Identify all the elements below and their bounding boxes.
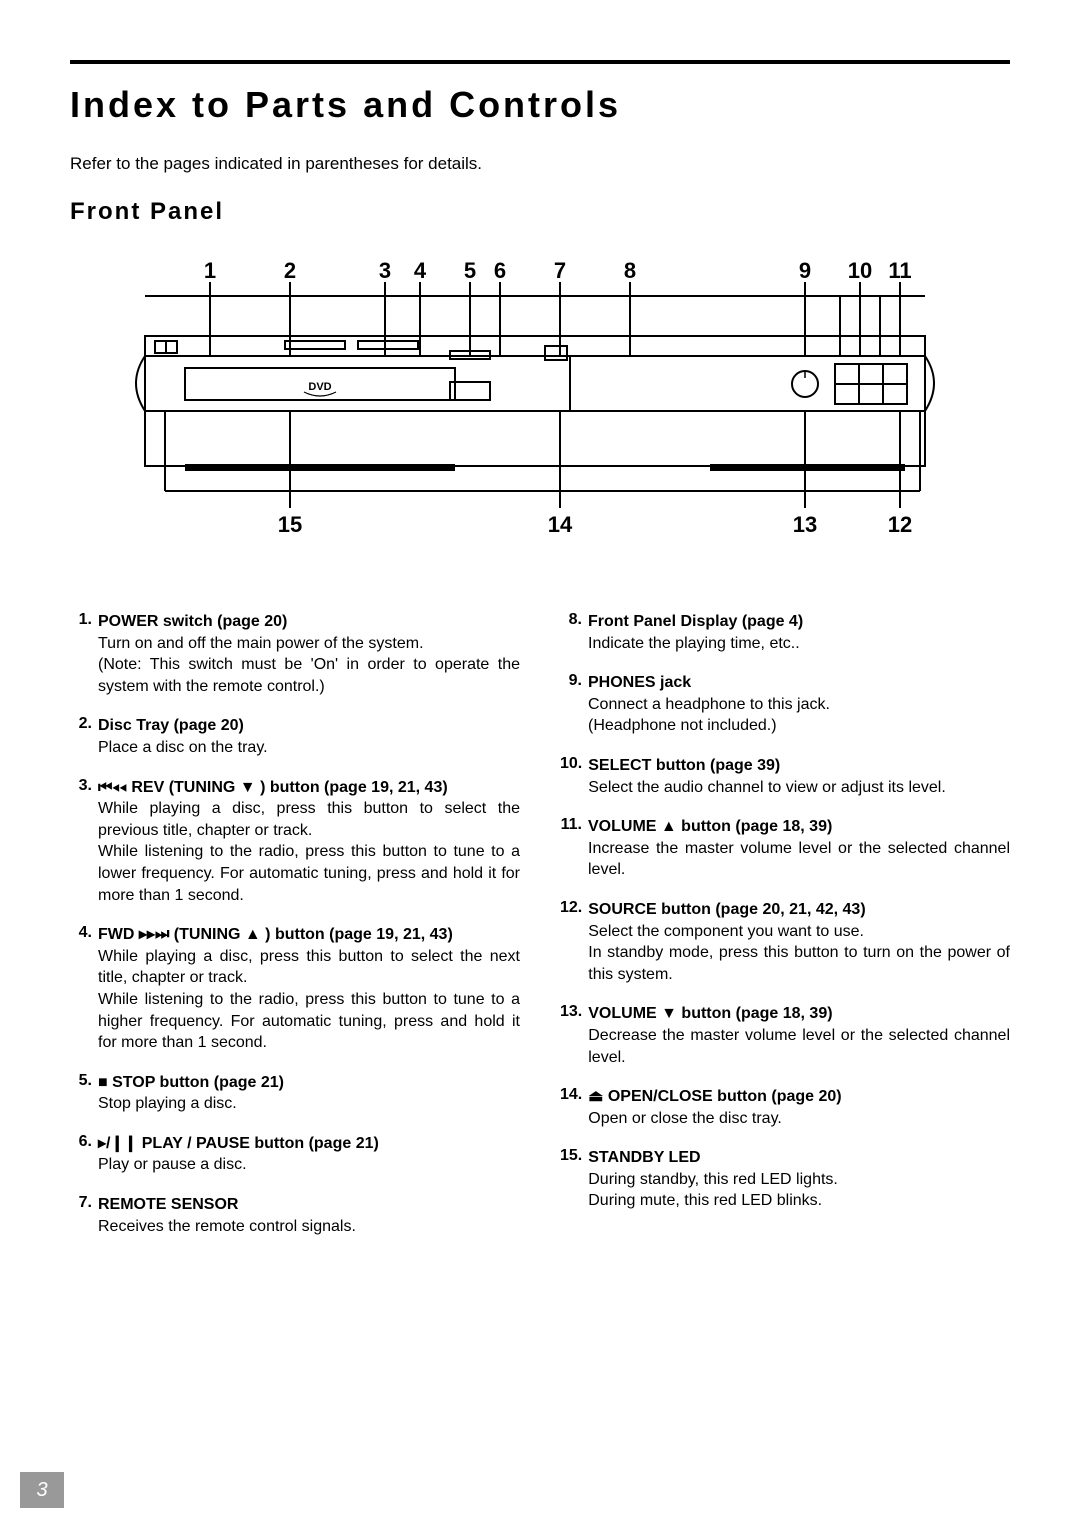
- item-number: 2.: [70, 715, 98, 758]
- svg-text:12: 12: [888, 512, 912, 537]
- list-item: 5.■ STOP button (page 21)Stop playing a …: [70, 1072, 520, 1115]
- item-description: Play or pause a disc.: [98, 1154, 520, 1176]
- item-number: 14.: [560, 1086, 588, 1129]
- item-title: STANDBY LED: [588, 1147, 1010, 1169]
- svg-text:6: 6: [494, 258, 506, 283]
- item-description: During standby, this red LED lights.Duri…: [588, 1169, 1010, 1212]
- item-number: 8.: [560, 611, 588, 654]
- item-number: 15.: [560, 1147, 588, 1212]
- svg-text:2: 2: [284, 258, 296, 283]
- item-number: 10.: [560, 755, 588, 798]
- svg-text:9: 9: [799, 258, 811, 283]
- list-item: 4.FWD ▸▸⏭ (TUNING ▲ ) button (page 19, 2…: [70, 924, 520, 1054]
- item-title: ⏮◂◂ REV (TUNING ▼ ) button (page 19, 21,…: [98, 777, 520, 799]
- svg-text:3: 3: [379, 258, 391, 283]
- item-description: Indicate the playing time, etc..: [588, 633, 1010, 655]
- item-description: Increase the master volume level or the …: [588, 838, 1010, 881]
- item-title: Front Panel Display (page 4): [588, 611, 1010, 633]
- list-item: 8.Front Panel Display (page 4)Indicate t…: [560, 611, 1010, 654]
- item-title: SELECT button (page 39): [588, 755, 1010, 777]
- description-columns: 1.POWER switch (page 20)Turn on and off …: [70, 611, 1010, 1255]
- svg-text:4: 4: [414, 258, 427, 283]
- svg-text:DVD: DVD: [308, 381, 331, 393]
- item-title: POWER switch (page 20): [98, 611, 520, 633]
- list-item: 6.▸/❙❙ PLAY / PAUSE button (page 21)Play…: [70, 1133, 520, 1176]
- list-item: 3.⏮◂◂ REV (TUNING ▼ ) button (page 19, 2…: [70, 777, 520, 907]
- svg-text:1: 1: [204, 258, 216, 283]
- list-item: 15.STANDBY LEDDuring standby, this red L…: [560, 1147, 1010, 1212]
- list-item: 2.Disc Tray (page 20)Place a disc on the…: [70, 715, 520, 758]
- item-number: 12.: [560, 899, 588, 985]
- item-number: 6.: [70, 1133, 98, 1176]
- item-description: Select the component you want to use.In …: [588, 921, 1010, 986]
- right-column: 8.Front Panel Display (page 4)Indicate t…: [560, 611, 1010, 1255]
- svg-text:11: 11: [888, 258, 911, 283]
- item-title: VOLUME ▼ button (page 18, 39): [588, 1003, 1010, 1025]
- list-item: 1.POWER switch (page 20)Turn on and off …: [70, 611, 520, 697]
- left-column: 1.POWER switch (page 20)Turn on and off …: [70, 611, 520, 1255]
- item-number: 3.: [70, 777, 98, 907]
- svg-text:15: 15: [278, 512, 302, 537]
- item-number: 11.: [560, 816, 588, 881]
- item-description: Open or close the disc tray.: [588, 1108, 1010, 1130]
- list-item: 7.REMOTE SENSORReceives the remote contr…: [70, 1194, 520, 1237]
- item-title: ▸/❙❙ PLAY / PAUSE button (page 21): [98, 1133, 520, 1155]
- item-title: ⏏ OPEN/CLOSE button (page 20): [588, 1086, 1010, 1108]
- section-heading: Front Panel: [70, 198, 1010, 226]
- item-title: SOURCE button (page 20, 21, 42, 43): [588, 899, 1010, 921]
- item-description: Receives the remote control signals.: [98, 1216, 520, 1238]
- item-title: ■ STOP button (page 21): [98, 1072, 520, 1094]
- svg-text:8: 8: [624, 258, 636, 283]
- list-item: 9.PHONES jackConnect a headphone to this…: [560, 672, 1010, 737]
- item-title: VOLUME ▲ button (page 18, 39): [588, 816, 1010, 838]
- item-number: 7.: [70, 1194, 98, 1237]
- item-description: Place a disc on the tray.: [98, 737, 520, 759]
- item-description: While playing a disc, press this button …: [98, 798, 520, 906]
- item-title: PHONES jack: [588, 672, 1010, 694]
- item-number: 13.: [560, 1003, 588, 1068]
- item-description: Stop playing a disc.: [98, 1093, 520, 1115]
- list-item: 11.VOLUME ▲ button (page 18, 39)Increase…: [560, 816, 1010, 881]
- svg-text:13: 13: [793, 512, 817, 537]
- item-title: FWD ▸▸⏭ (TUNING ▲ ) button (page 19, 21,…: [98, 924, 520, 946]
- intro-text: Refer to the pages indicated in parenthe…: [70, 154, 1010, 174]
- list-item: 13.VOLUME ▼ button (page 18, 39)Decrease…: [560, 1003, 1010, 1068]
- list-item: 12.SOURCE button (page 20, 21, 42, 43)Se…: [560, 899, 1010, 985]
- item-description: Connect a headphone to this jack.(Headph…: [588, 694, 1010, 737]
- svg-text:14: 14: [548, 512, 573, 537]
- item-number: 5.: [70, 1072, 98, 1115]
- item-title: REMOTE SENSOR: [98, 1194, 520, 1216]
- item-description: Turn on and off the main power of the sy…: [98, 633, 520, 698]
- front-panel-diagram: 1234567891011DVD15141312: [70, 256, 950, 556]
- page-title: Index to Parts and Controls: [70, 84, 1010, 126]
- item-title: Disc Tray (page 20): [98, 715, 520, 737]
- list-item: 14.⏏ OPEN/CLOSE button (page 20)Open or …: [560, 1086, 1010, 1129]
- item-description: While playing a disc, press this button …: [98, 946, 520, 1054]
- item-description: Select the audio channel to view or adju…: [588, 777, 1010, 799]
- page-number: 3: [20, 1472, 64, 1508]
- item-description: Decrease the master volume level or the …: [588, 1025, 1010, 1068]
- item-number: 9.: [560, 672, 588, 737]
- list-item: 10.SELECT button (page 39)Select the aud…: [560, 755, 1010, 798]
- svg-text:10: 10: [848, 258, 872, 283]
- svg-text:7: 7: [554, 258, 566, 283]
- svg-text:5: 5: [464, 258, 476, 283]
- item-number: 1.: [70, 611, 98, 697]
- item-number: 4.: [70, 924, 98, 1054]
